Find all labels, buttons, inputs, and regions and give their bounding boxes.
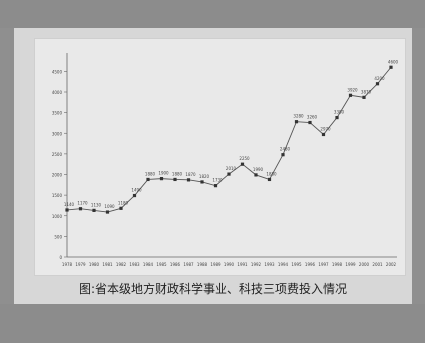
x-tick-label: 1988: [197, 262, 208, 267]
y-tick-label: 1000: [52, 214, 63, 219]
data-label: 4600: [388, 59, 399, 64]
top-border-band: [0, 0, 425, 28]
data-label: 1880: [145, 171, 156, 176]
y-tick-label: 2500: [52, 152, 63, 157]
data-label: 1180: [118, 200, 129, 205]
chart-caption: 图:省本级地方财政科学事业、科技三项费投入情况: [78, 282, 348, 296]
x-tick-label: 1998: [332, 262, 343, 267]
y-tick-label: 2000: [52, 173, 63, 178]
data-point: [213, 184, 218, 188]
x-tick-label: 1996: [305, 262, 316, 267]
data-point: [173, 177, 177, 182]
data-point: [321, 132, 326, 137]
x-tick-label: 1987: [183, 262, 194, 267]
data-label: 1730: [212, 178, 223, 183]
x-tick-label: 1995: [291, 262, 302, 267]
data-label: 1090: [104, 204, 115, 209]
data-point: [146, 177, 150, 182]
data-label: 3260: [307, 115, 318, 120]
data-point: [65, 208, 69, 212]
x-tick-label: 1993: [264, 262, 275, 267]
x-tick-label: 1985: [156, 262, 167, 267]
data-label: 1900: [158, 171, 169, 176]
data-label: 1880: [172, 171, 183, 176]
data-point: [105, 210, 110, 214]
x-tick-label: 1999: [345, 262, 356, 267]
data-point: [281, 153, 285, 157]
data-label: 4200: [374, 76, 385, 81]
data-label: 2250: [239, 156, 250, 161]
x-tick-label: 1981: [102, 262, 113, 267]
x-tick-label: 1994: [278, 262, 289, 267]
data-label: 1880: [266, 171, 277, 176]
data-label: 2010: [226, 166, 237, 171]
y-tick-label: 3500: [52, 111, 63, 116]
data-point: [159, 177, 164, 181]
x-tick-label: 1978: [62, 262, 73, 267]
data-point: [362, 95, 366, 99]
plot-area: 0 500 1000 1500 2000 2500 3000 3500 4000 4500 1978…: [34, 38, 406, 276]
x-tick-label: 1979: [75, 262, 86, 267]
series-line: [66, 66, 392, 213]
data-point: [308, 120, 312, 125]
data-point: [78, 207, 83, 211]
data-point: [267, 177, 272, 182]
data-label: 1870: [185, 172, 196, 177]
data-point: [92, 208, 96, 212]
data-point: [389, 65, 393, 69]
data-point: [375, 82, 380, 86]
line-chart: 0 500 1000 1500 2000 2500 3000 3500 4000 4500 1978…: [52, 53, 399, 267]
y-tick-label: 4500: [52, 69, 63, 74]
data-point: [335, 115, 339, 120]
x-tick-label: 1986: [170, 262, 181, 267]
data-label: 2480: [280, 147, 291, 152]
data-point: [132, 193, 137, 198]
x-tick-label: 2002: [386, 262, 397, 267]
x-tick-label: 1982: [116, 262, 127, 267]
data-point: [254, 173, 258, 177]
data-label: 1170: [77, 201, 88, 206]
data-point: [294, 120, 299, 124]
data-label: 3280: [293, 114, 304, 119]
data-label: 1130: [91, 202, 102, 207]
x-tick-label: 1983: [129, 262, 140, 267]
x-tick-label: 2001: [372, 262, 383, 267]
data-label: 1820: [199, 174, 210, 179]
x-tick-label: 1984: [143, 262, 154, 267]
y-tick-label: 0: [59, 255, 62, 260]
x-tick-label: 1980: [89, 262, 100, 267]
data-label: 3920: [347, 87, 358, 92]
data-point: [119, 206, 123, 210]
bottom-border-band: [0, 304, 425, 343]
data-label: 2970: [320, 126, 331, 131]
data-label: 1490: [131, 188, 142, 193]
x-tick-label: 1990: [224, 262, 235, 267]
data-label: 3380: [334, 110, 345, 115]
y-tick-label: 3000: [52, 131, 63, 136]
data-point: [240, 162, 245, 166]
x-tick-label: 2000: [359, 262, 370, 267]
chart-panel: 0 500 1000 1500 2000 2500 3000 3500 4000 4500 1978…: [14, 28, 412, 304]
y-tick-label: 1500: [52, 193, 63, 198]
data-label: 1990: [253, 167, 264, 172]
y-tick-label: 500: [54, 234, 62, 239]
x-tick-label: 1989: [210, 262, 221, 267]
data-point: [200, 180, 204, 184]
data-point: [348, 93, 353, 97]
data-label: 1140: [64, 202, 75, 207]
data-point: [227, 172, 231, 176]
y-tick-label: 4000: [52, 90, 63, 95]
data-label: 3870: [361, 89, 372, 94]
x-tick-label: 1991: [237, 262, 248, 267]
data-point: [186, 178, 191, 182]
x-tick-label: 1992: [251, 262, 262, 267]
x-tick-label: 1997: [318, 262, 329, 267]
